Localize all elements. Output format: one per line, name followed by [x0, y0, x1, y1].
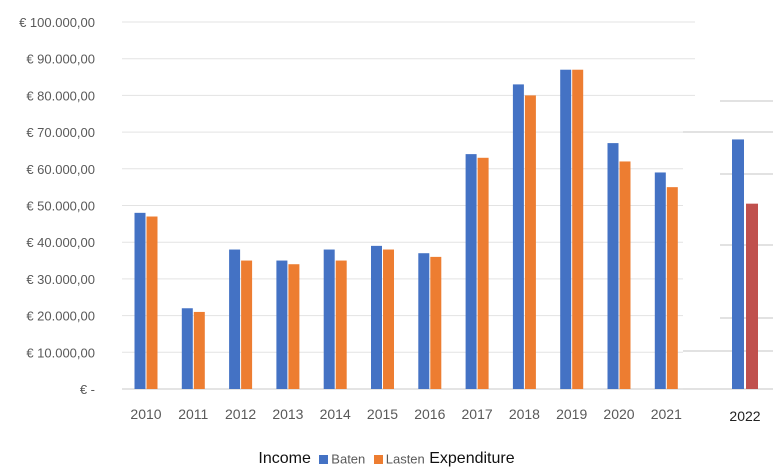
y-tick-label: € 10.000,00: [26, 345, 95, 360]
bar-lasten-2014: [335, 260, 347, 389]
x-tick-label: 2015: [367, 406, 398, 422]
bar-baten-2012: [229, 249, 241, 389]
legend-baten-swatch: [319, 454, 329, 464]
x-tick-label: 2012: [225, 406, 256, 422]
bar-lasten-2016: [430, 256, 442, 389]
x-tick-label: 2013: [272, 406, 303, 422]
y-tick-label: € 40.000,00: [26, 235, 95, 250]
x-tick-label: 2017: [462, 406, 493, 422]
x-tick-label: 2011: [178, 406, 208, 422]
bar-lasten-2020: [619, 161, 631, 389]
bar-lasten-2018: [524, 95, 536, 390]
bar-baten-2017: [465, 154, 477, 389]
bar-baten-2013: [276, 260, 288, 389]
bar-lasten-2012: [241, 260, 253, 389]
legend-baten-label: Baten: [331, 451, 366, 467]
y-tick-label: € 50.000,00: [26, 199, 95, 214]
y-tick-label: € 80.000,00: [26, 88, 95, 103]
legend-lasten-label: Lasten: [385, 451, 425, 467]
x-tick-label: 2019: [556, 406, 587, 422]
bar-baten-2018: [512, 84, 524, 389]
bar-baten-2016: [418, 253, 430, 389]
bar-baten-2019: [560, 69, 572, 390]
y-tick-label: € 100.000,00: [19, 15, 95, 30]
x-tick-label: 2014: [320, 406, 351, 422]
x-tick-label: 2020: [603, 406, 634, 422]
bar-baten-2021: [654, 172, 666, 389]
bar-baten-2014: [323, 249, 335, 389]
bar-baten-2020: [607, 143, 619, 389]
bar-lasten-2015: [383, 249, 394, 389]
bar-lasten-2019: [572, 69, 584, 390]
y-tick-label: € 20.000,00: [26, 309, 95, 324]
inset-background: [683, 100, 773, 392]
inset-bar-expenditure-2022: [746, 203, 758, 389]
bar-lasten-2021: [666, 187, 678, 389]
y-tick-label: € -: [80, 382, 95, 397]
legend-income-label: Income: [258, 450, 311, 467]
bar-lasten-2011: [193, 311, 205, 389]
bar-lasten-2010: [146, 216, 158, 389]
x-tick-label: 2018: [509, 406, 540, 422]
y-tick-label: € 70.000,00: [26, 125, 95, 140]
bar-baten-2010: [134, 212, 146, 389]
x-tick-label-2022: 2022: [729, 408, 760, 424]
bar-baten-2011: [181, 308, 193, 389]
x-tick-label: 2010: [130, 406, 161, 422]
y-tick-label: € 90.000,00: [26, 52, 95, 67]
legend-lasten-swatch: [373, 454, 383, 464]
y-tick-label: € 60.000,00: [26, 162, 95, 177]
legend-expenditure-label: Expenditure: [429, 450, 515, 467]
bar-baten-2015: [371, 245, 382, 389]
legend: Income Baten Lasten Expenditure: [0, 450, 773, 468]
bar-lasten-2013: [288, 264, 300, 389]
x-tick-label: 2016: [414, 406, 445, 422]
y-tick-label: € 30.000,00: [26, 272, 95, 287]
x-tick-label: 2021: [651, 406, 682, 422]
bar-lasten-2017: [477, 157, 489, 389]
inset-bar-income-2022: [732, 139, 744, 389]
